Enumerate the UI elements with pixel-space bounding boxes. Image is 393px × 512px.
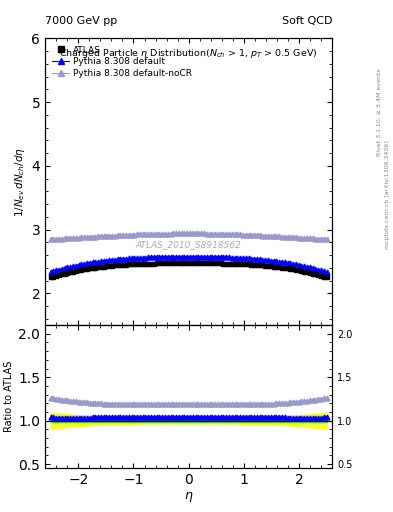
Pythia 8.308 default [48, 269, 53, 275]
Text: Charged Particle $\eta$ Distribution($N_{ch}$ > 1, $p_{T}$ > 0.5 GeV): Charged Particle $\eta$ Distribution($N_… [59, 47, 318, 60]
Text: mcplots.cern.ch [arXiv:1306.3436]: mcplots.cern.ch [arXiv:1306.3436] [385, 140, 389, 249]
Text: Rivet 3.1.10, ≥ 3.4M events: Rivet 3.1.10, ≥ 3.4M events [377, 69, 382, 157]
Text: Soft QCD: Soft QCD [282, 15, 332, 26]
Pythia 8.308 default [101, 258, 106, 264]
Pythia 8.308 default [193, 254, 198, 260]
Y-axis label: $1/N_{ev}\,dN_{ch}/d\eta$: $1/N_{ev}\,dN_{ch}/d\eta$ [13, 146, 27, 217]
X-axis label: $\eta$: $\eta$ [184, 490, 193, 504]
Text: ATLAS_2010_S8918562: ATLAS_2010_S8918562 [136, 240, 242, 249]
Pythia 8.308 default-noCR [101, 233, 106, 239]
Pythia 8.308 default-noCR [185, 230, 189, 237]
Pythia 8.308 default [185, 254, 189, 260]
Pythia 8.308 default-noCR [215, 231, 220, 237]
Y-axis label: Ratio to ATLAS: Ratio to ATLAS [4, 361, 14, 433]
Line: Pythia 8.308 default-noCR: Pythia 8.308 default-noCR [48, 231, 329, 242]
Pythia 8.308 default-noCR [313, 236, 318, 242]
Line: Pythia 8.308 default: Pythia 8.308 default [48, 254, 329, 274]
Text: 7000 GeV pp: 7000 GeV pp [45, 15, 118, 26]
Pythia 8.308 default-noCR [48, 236, 53, 242]
Pythia 8.308 default-noCR [193, 230, 198, 237]
Pythia 8.308 default [112, 257, 117, 263]
Pythia 8.308 default [215, 254, 220, 260]
Pythia 8.308 default [313, 266, 318, 272]
Pythia 8.308 default [324, 269, 329, 275]
Pythia 8.308 default-noCR [324, 236, 329, 242]
Pythia 8.308 default [305, 264, 309, 270]
Legend: ATLAS, Pythia 8.308 default, Pythia 8.308 default-noCR: ATLAS, Pythia 8.308 default, Pythia 8.30… [50, 43, 195, 81]
Pythia 8.308 default-noCR [112, 232, 117, 239]
Pythia 8.308 default-noCR [305, 235, 309, 241]
